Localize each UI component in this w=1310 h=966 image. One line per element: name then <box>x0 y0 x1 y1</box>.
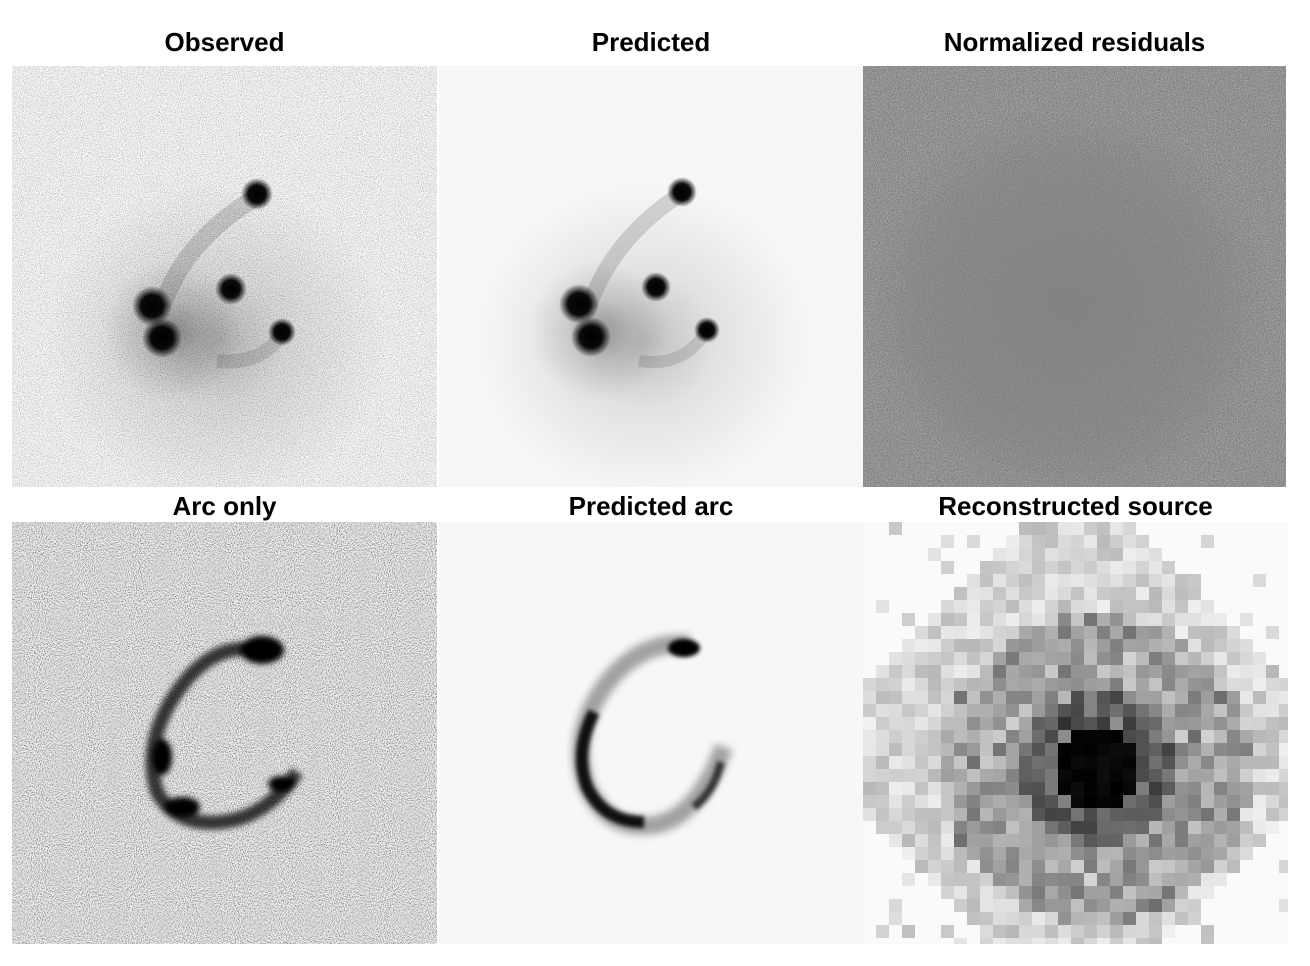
panel-title-observed: Observed <box>164 27 285 57</box>
panel-title-predicted: Predicted <box>591 27 711 57</box>
predicted-arc-svg <box>439 522 863 944</box>
panel-title-predicted-arc: Predicted arc <box>568 491 734 521</box>
observed-image <box>12 66 437 487</box>
arc-only-svg <box>12 522 437 944</box>
observed-svg <box>12 66 437 487</box>
arc-only-image <box>12 522 437 944</box>
panel-title-source: Reconstructed source <box>938 491 1213 521</box>
source-svg <box>863 522 1288 944</box>
predicted-image <box>439 66 863 487</box>
residuals-svg <box>863 66 1286 487</box>
residuals-image <box>863 66 1286 487</box>
predicted-arc-image <box>439 522 863 944</box>
predicted-svg <box>439 66 863 487</box>
panel-title-arc-only: Arc only <box>172 491 277 521</box>
panel-title-residuals: Normalized residuals <box>943 27 1206 57</box>
source-image <box>863 522 1288 944</box>
